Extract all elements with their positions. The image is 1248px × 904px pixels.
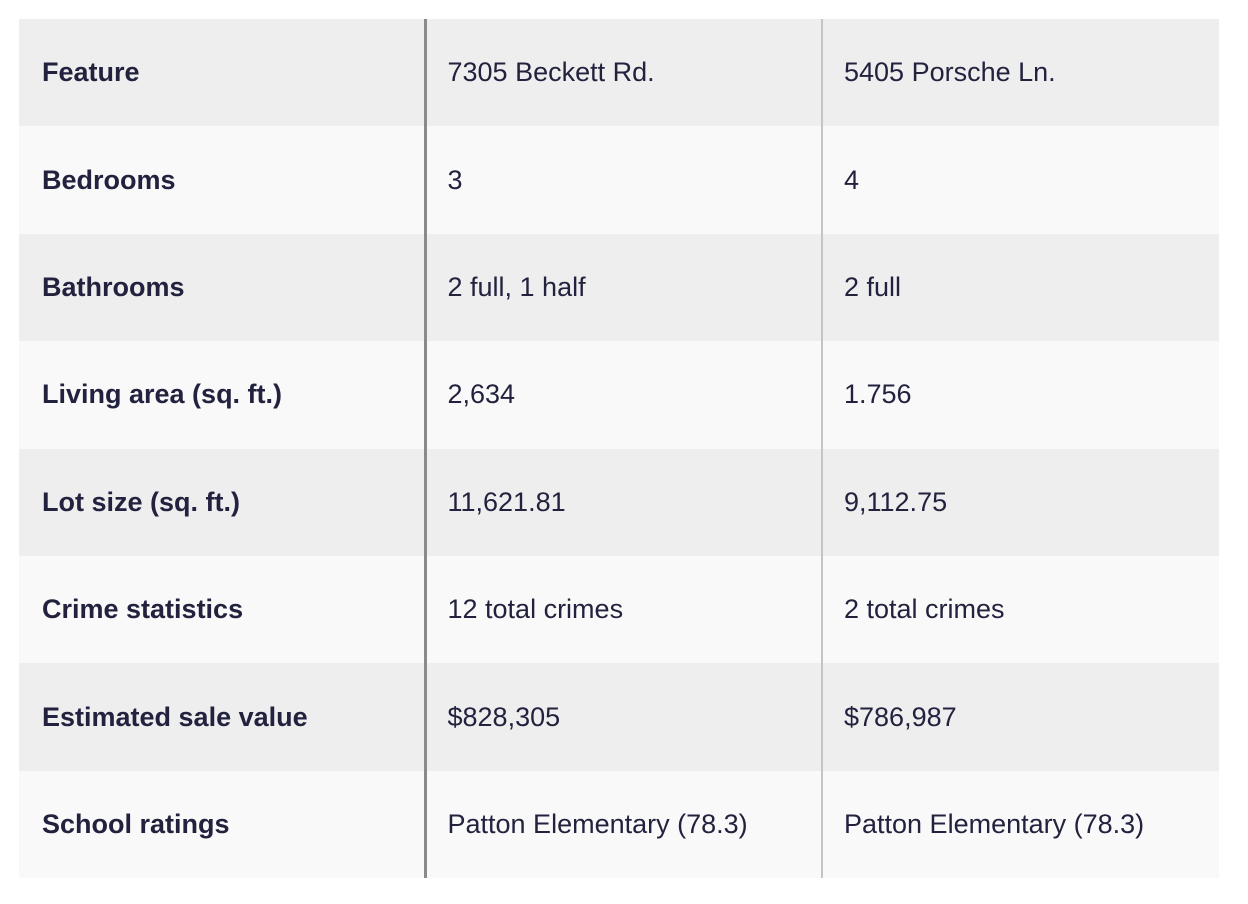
cell: 9,112.75 xyxy=(822,448,1219,556)
row-label: Bedrooms xyxy=(19,126,427,234)
row-label: Crime statistics xyxy=(19,555,427,664)
row-label: Estimated sale value xyxy=(19,663,427,771)
cell: 4 xyxy=(822,126,1219,234)
cell: 7305 Beckett Rd. xyxy=(425,19,823,127)
header-row: Feature 7305 Beckett Rd. 5405 Porsche Ln. xyxy=(19,19,1219,127)
cell: $786,987 xyxy=(822,663,1219,771)
cell: Patton Elementary (78.3) xyxy=(425,770,823,879)
table-row: Bathrooms 2 full, 1 half 2 full xyxy=(19,233,1219,342)
table-row: Crime statistics 12 total crimes 2 total c… xyxy=(19,555,1219,664)
cell: 2 total crimes xyxy=(822,555,1219,664)
row-label: Living area (sq. ft.) xyxy=(19,341,427,449)
table-row: Living area (sq. ft.) 2,634 1.756 xyxy=(19,341,1219,449)
table-row: Bedrooms 3 4 xyxy=(19,126,1219,234)
table-body: Feature 7305 Beckett Rd. 5405 Porsche Ln. B… xyxy=(19,19,1219,879)
cell: 2 full, 1 half xyxy=(425,233,823,342)
cell: 2 full xyxy=(822,233,1219,342)
table-row: Lot size (sq. ft.) 11,621.81 9,112.75 xyxy=(19,448,1219,556)
cell: 12 total crimes xyxy=(425,555,823,664)
cell: $828,305 xyxy=(425,663,823,771)
cell: 1.756 xyxy=(822,341,1219,449)
cell: 5405 Porsche Ln. xyxy=(822,19,1219,127)
row-label: Bathrooms xyxy=(19,233,427,342)
row-label: Lot size (sq. ft.) xyxy=(19,448,427,556)
comparison-table: Feature 7305 Beckett Rd. 5405 Porsche Ln. B… xyxy=(19,19,1219,879)
row-label: School ratings xyxy=(19,770,427,879)
cell: Patton Elementary (78.3) xyxy=(822,770,1219,879)
cell: 2,634 xyxy=(425,341,823,449)
table-row: Estimated sale value $828,305 $786,987 xyxy=(19,663,1219,771)
cell: 3 xyxy=(425,126,823,234)
table-row: School ratings Patton Elementary (78.3) Pa… xyxy=(19,770,1219,879)
row-label: Feature xyxy=(19,19,427,127)
cell: 11,621.81 xyxy=(425,448,823,556)
